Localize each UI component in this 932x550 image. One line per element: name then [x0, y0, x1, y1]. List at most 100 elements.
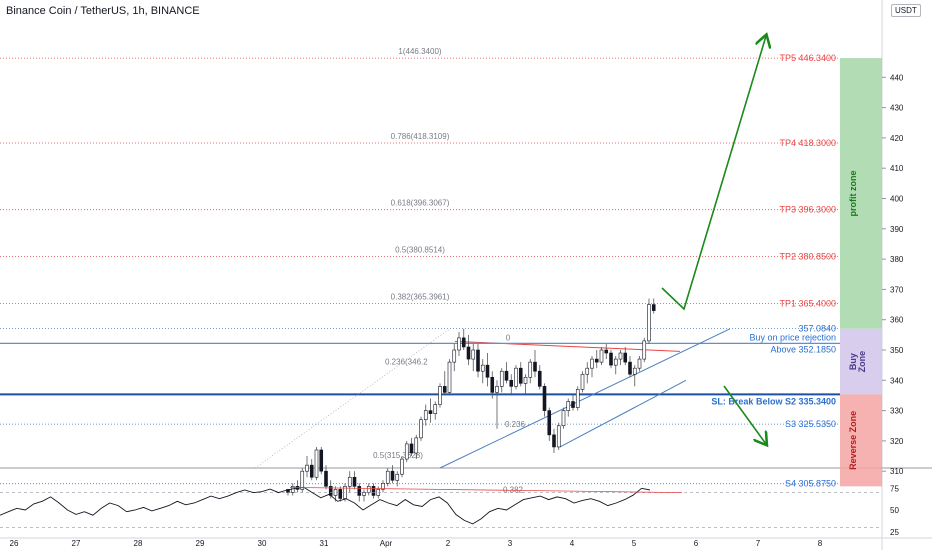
date-tick-9: 4 [570, 539, 575, 548]
candle-body-17 [366, 486, 371, 493]
candle-body-15 [357, 486, 362, 496]
date-tick-13: 8 [818, 539, 823, 548]
candle-body-59 [566, 401, 571, 411]
candle-body-62 [580, 373, 585, 390]
bullish-projection-arrow [661, 36, 766, 311]
candle-body-35 [452, 349, 457, 363]
date-tick-5: 31 [320, 539, 329, 548]
candle-body-39 [471, 349, 476, 360]
candle-body-40 [476, 349, 480, 372]
currency-badge[interactable]: USDT [891, 4, 921, 17]
channel-dotted-line [254, 328, 451, 469]
candle-body-53 [537, 370, 542, 387]
candle-body-49 [518, 367, 523, 384]
price-tick-10: 410 [890, 164, 904, 173]
price-tick-11: 420 [890, 134, 904, 143]
rsi-line [0, 486, 651, 525]
date-tick-0: 26 [10, 539, 19, 548]
candle-body-57 [556, 425, 561, 448]
candle-body-34 [447, 361, 452, 393]
candle-body-6 [314, 449, 319, 478]
candle-body-20 [381, 483, 385, 490]
candle-body-11 [338, 489, 343, 499]
candle-body-47 [509, 379, 514, 387]
rsi-tick-0: 25 [890, 528, 899, 537]
candle-body-41 [480, 364, 485, 372]
price-tick-13: 440 [890, 73, 904, 82]
candle-body-36 [457, 337, 461, 351]
zone-label-1-b: Zone [857, 351, 867, 373]
candle-body-71 [623, 352, 628, 363]
candle-body-55 [547, 410, 552, 436]
date-tick-11: 6 [694, 539, 699, 548]
candle-body-5 [309, 464, 314, 478]
candle-body-69 [613, 358, 618, 366]
support-label-0: 357.0840 [798, 324, 836, 334]
candle-body-23 [395, 473, 400, 481]
buy-text-1: Buy on price rejection [749, 332, 836, 342]
date-tick-6: Apr [380, 539, 393, 548]
candle-body-51 [528, 361, 533, 378]
candle-body-50 [523, 376, 528, 384]
candle-body-52 [533, 361, 537, 372]
zone-label-1: Buy [848, 353, 858, 370]
candle-body-25 [404, 443, 409, 460]
candle-body-76 [647, 304, 651, 342]
candle-body-38 [466, 346, 471, 360]
fib-label-4: 0.382(365.3961) [391, 292, 450, 301]
fib-label-2: 0.618(396.3067) [391, 199, 450, 208]
retracement-label-1: 0.5(315.3628) [373, 451, 423, 460]
target-label-3: TP2 380.8500 [779, 252, 836, 262]
candle-body-64 [590, 358, 594, 369]
date-tick-12: 7 [756, 539, 761, 548]
date-tick-1: 27 [72, 539, 81, 548]
zone-0 [840, 58, 882, 329]
candle-body-13 [347, 476, 352, 487]
price-tick-5: 360 [890, 316, 904, 325]
support-label-2: S4 305.8750 [785, 479, 836, 489]
candle-body-24 [400, 458, 404, 475]
candle-body-45 [499, 370, 504, 387]
bearish-projection-arrow [723, 385, 766, 444]
price-tick-0: 310 [890, 467, 904, 476]
candle-body-22 [390, 470, 395, 481]
support-label-1: S3 325.5350 [785, 419, 836, 429]
date-tick-4: 30 [258, 539, 267, 548]
zone-1 [840, 328, 882, 395]
target-label-0: TP5 446.3400 [779, 53, 836, 63]
candle-body-54 [542, 386, 547, 411]
candle-body-28 [419, 419, 423, 439]
target-label-4: TP1 365.4000 [779, 298, 836, 308]
price-tick-4: 350 [890, 346, 904, 355]
retracement-label-2: 0.382 [503, 485, 524, 494]
price-tick-12: 430 [890, 104, 904, 113]
target-label-1: TP4 418.3000 [779, 138, 836, 148]
date-tick-10: 5 [632, 539, 637, 548]
candle-body-58 [561, 410, 566, 427]
candle-body-75 [642, 340, 647, 360]
candle-body-26 [409, 443, 414, 454]
target-label-2: TP3 396.3000 [779, 205, 836, 215]
candle-body-44 [495, 386, 499, 393]
candle-body-3 [300, 470, 305, 490]
price-tick-6: 370 [890, 285, 904, 294]
zone-label-2: Reverse Zone [848, 411, 858, 470]
candle-body-46 [504, 370, 509, 381]
candle-body-73 [632, 367, 637, 375]
candle-body-61 [575, 389, 580, 408]
stop-loss-text: SL: Break Below S2 335.3400 [711, 396, 836, 406]
price-tick-8: 390 [890, 225, 904, 234]
buy-text-2: Above 352.1850 [770, 344, 836, 354]
date-tick-2: 28 [134, 539, 143, 548]
price-tick-2: 330 [890, 407, 904, 416]
candle-body-48 [514, 367, 518, 387]
candle-body-33 [442, 386, 447, 393]
date-tick-3: 29 [196, 539, 205, 548]
price-tick-7: 380 [890, 255, 904, 264]
fib-label-0: 1(446.3400) [398, 47, 441, 56]
date-tick-8: 3 [508, 539, 513, 548]
candle-body-18 [371, 486, 376, 496]
candle-body-29 [423, 410, 428, 420]
candle-body-27 [414, 437, 419, 454]
